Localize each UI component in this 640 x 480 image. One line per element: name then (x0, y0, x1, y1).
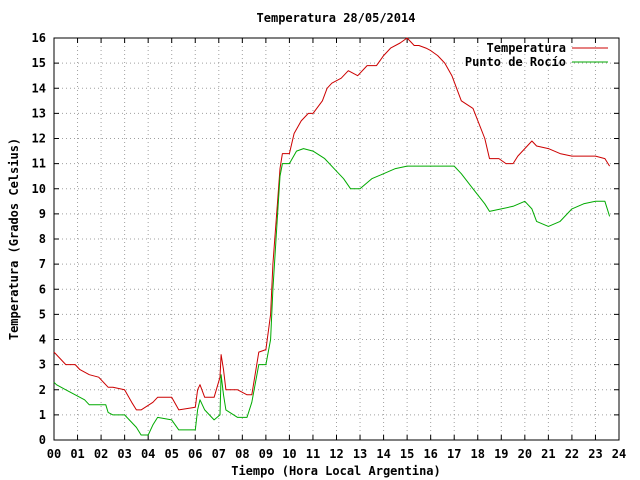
y-tick-label: 12 (32, 132, 46, 146)
series-line-temperatura (53, 37, 611, 411)
y-tick-label: 14 (32, 81, 46, 95)
y-tick-label: 4 (39, 333, 46, 347)
y-tick-label: 6 (39, 282, 46, 296)
x-tick-label: 04 (141, 447, 155, 461)
y-tick-label: 15 (32, 56, 46, 70)
x-tick-labels: 00 01 02 03 04 05 06 07 08 09 10 11 12 13 14 15 16 17 18 19… (47, 447, 626, 461)
x-tick-label: 03 (117, 447, 131, 461)
legend-label-temperatura: Temperatura (487, 41, 566, 55)
x-tick-label: 20 (518, 447, 532, 461)
y-tick-label: 5 (39, 307, 46, 321)
y-tick-label: 3 (39, 358, 46, 372)
x-tick-label: 19 (494, 447, 508, 461)
grid (54, 38, 619, 440)
y-tick-label: 2 (39, 383, 46, 397)
y-tick-label: 0 (39, 433, 46, 447)
x-tick-label: 10 (282, 447, 296, 461)
x-tick-label: 09 (259, 447, 273, 461)
x-tick-label: 08 (235, 447, 249, 461)
y-tick-label: 11 (32, 157, 46, 171)
x-axis-label: Tiempo (Hora Local Argentina) (231, 464, 441, 478)
x-tick-label: 17 (447, 447, 461, 461)
x-tick-label: 16 (423, 447, 437, 461)
legend-label-punto-de-rocio: Punto de Rocío (465, 55, 566, 69)
x-tick-label: 14 (376, 447, 390, 461)
x-tick-label: 18 (471, 447, 485, 461)
axis-ticks (53, 37, 620, 441)
x-tick-label: 21 (541, 447, 555, 461)
series-line-punto-de-rocio (53, 148, 611, 436)
y-tick-label: 10 (32, 182, 46, 196)
x-tick-label: 01 (70, 447, 84, 461)
x-tick-label: 02 (94, 447, 108, 461)
chart-title: Temperatura 28/05/2014 (257, 11, 416, 25)
x-tick-label: 23 (588, 447, 602, 461)
x-tick-label: 11 (306, 447, 320, 461)
y-tick-label: 16 (32, 31, 46, 45)
y-tick-label: 1 (39, 408, 46, 422)
x-tick-label: 05 (164, 447, 178, 461)
y-tick-label: 7 (39, 257, 46, 271)
x-tick-label: 15 (400, 447, 414, 461)
legend: Temperatura Punto de Rocío (465, 41, 608, 69)
x-tick-label: 00 (47, 447, 61, 461)
x-tick-label: 13 (353, 447, 367, 461)
y-tick-label: 9 (39, 207, 46, 221)
series-lines (53, 37, 611, 436)
x-tick-label: 22 (565, 447, 579, 461)
x-tick-label: 12 (329, 447, 343, 461)
y-axis-label: Temperatura (Grados Celsius) (7, 138, 21, 340)
y-tick-label: 8 (39, 232, 46, 246)
x-tick-label: 06 (188, 447, 202, 461)
x-tick-label: 07 (212, 447, 226, 461)
x-tick-label: 24 (612, 447, 626, 461)
y-tick-label: 13 (32, 106, 46, 120)
